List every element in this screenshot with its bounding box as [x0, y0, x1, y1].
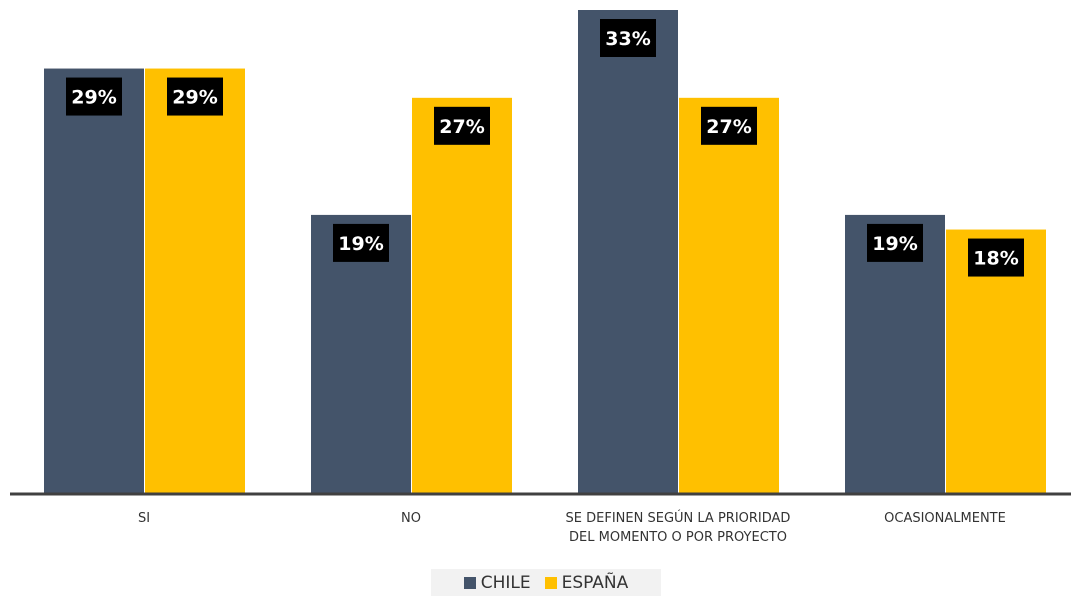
- category-label-1: NO: [281, 509, 541, 528]
- data-label-chile-2: 33%: [605, 28, 650, 50]
- bar-chile-2[interactable]: [578, 10, 678, 493]
- category-label-line: OCASIONALMENTE: [884, 511, 1006, 526]
- legend-label-espana: ESPAÑA: [561, 572, 629, 593]
- data-label-espana-2: 27%: [706, 116, 751, 138]
- data-label-espana-0: 29%: [172, 87, 217, 109]
- category-label-line: SE DEFINEN SEGÚN LA PRIORIDAD: [565, 511, 791, 526]
- bar-chile-0[interactable]: [44, 68, 144, 493]
- category-label-3: OCASIONALMENTE: [815, 509, 1071, 528]
- legend-swatch-chile: [463, 576, 476, 589]
- bar-espana-0[interactable]: [145, 68, 245, 493]
- data-label-chile-1: 19%: [338, 233, 383, 255]
- category-label-line: SI: [137, 511, 151, 526]
- data-label-box-chile-2: [600, 19, 656, 57]
- data-label-chile-0: 29%: [71, 87, 116, 109]
- data-label-box-chile-1: [333, 223, 389, 262]
- data-label-chile-3: 19%: [872, 233, 917, 255]
- legend: CHILE ESPAÑA: [431, 569, 661, 596]
- legend-swatch-espana: [544, 576, 557, 589]
- data-label-box-espana-3: [968, 238, 1024, 277]
- category-label-0: SI: [14, 509, 274, 528]
- bar-espana-1[interactable]: [412, 97, 512, 494]
- data-label-box-chile-0: [66, 77, 122, 116]
- data-label-box-espana-2: [701, 106, 757, 145]
- category-label-line: NO: [401, 511, 421, 526]
- data-label-box-espana-1: [434, 106, 490, 145]
- category-label-2: SE DEFINEN SEGÚN LA PRIORIDAD DEL MOMENTO…: [548, 509, 808, 547]
- data-label-box-chile-3: [867, 223, 923, 262]
- legend-item-chile[interactable]: CHILE: [463, 572, 531, 593]
- legend-label-chile: CHILE: [480, 572, 531, 593]
- data-label-espana-1: 27%: [439, 116, 484, 138]
- category-label-line: DEL MOMENTO O POR PROYECTO: [569, 530, 787, 545]
- data-label-espana-3: 18%: [973, 248, 1018, 270]
- bar-espana-2[interactable]: [679, 97, 779, 494]
- data-label-box-espana-0: [167, 77, 223, 116]
- legend-item-espana[interactable]: ESPAÑA: [544, 572, 629, 593]
